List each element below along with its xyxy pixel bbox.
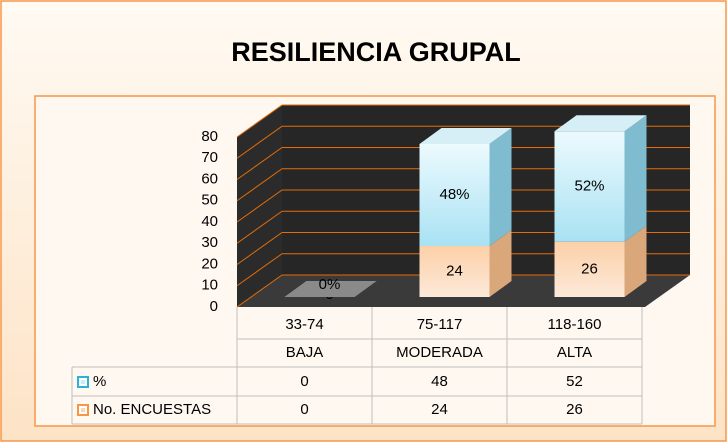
table-value: 0 <box>300 401 308 418</box>
bar-side <box>624 115 647 242</box>
x-tick-label: 33-74 <box>285 316 323 333</box>
y-tick-label: 70 <box>201 149 218 166</box>
y-tick-label: 30 <box>201 234 218 251</box>
grid-line <box>236 125 283 159</box>
legend-key <box>81 408 85 412</box>
y-tick-label: 50 <box>201 192 218 209</box>
table-value: 0 <box>300 373 308 390</box>
bar <box>554 131 625 242</box>
x-group-label: MODERADA <box>396 344 483 361</box>
x-tick-label: 118-160 <box>548 316 602 333</box>
grid-line <box>236 168 283 202</box>
grid-line <box>236 147 283 180</box>
data-label: 48% <box>439 186 469 203</box>
grid-line <box>236 232 283 265</box>
bar <box>419 144 490 246</box>
y-tick-label: 0 <box>210 298 218 315</box>
x-tick-label: 75-117 <box>417 316 463 333</box>
bar-side <box>489 230 512 297</box>
grid-line <box>236 189 283 223</box>
bar-side <box>624 225 647 297</box>
bar-top <box>419 128 512 144</box>
y-tick-label: 80 <box>201 128 218 145</box>
x-group-label: ALTA <box>557 344 592 361</box>
x-group-label: BAJA <box>286 344 324 361</box>
bar-side <box>489 128 512 246</box>
chart-title: RESILIENCIA GRUPAL <box>231 37 521 67</box>
table-value: 48 <box>431 373 448 390</box>
table-value: 52 <box>566 373 583 390</box>
bar-top <box>554 115 647 132</box>
table-value: 26 <box>566 401 583 418</box>
y-tick-label: 60 <box>201 170 218 187</box>
bar-top <box>284 281 377 297</box>
legend-label: % <box>93 373 106 390</box>
grid-line <box>236 274 283 308</box>
bar <box>419 246 490 297</box>
data-label: 26 <box>581 260 598 277</box>
y-tick-label: 20 <box>201 255 218 272</box>
grid-line <box>236 210 283 244</box>
legend-label: No. ENCUESTAS <box>93 401 211 418</box>
y-tick-label: 10 <box>201 277 218 294</box>
data-label: 52% <box>574 177 604 194</box>
table-value: 24 <box>431 401 448 418</box>
grid-line <box>236 253 283 287</box>
data-label: 0% <box>319 276 341 293</box>
legend-key <box>81 380 85 384</box>
grid-line <box>236 104 283 138</box>
y-tick-label: 40 <box>201 213 218 230</box>
bar <box>554 241 625 297</box>
data-label: 24 <box>446 262 463 279</box>
